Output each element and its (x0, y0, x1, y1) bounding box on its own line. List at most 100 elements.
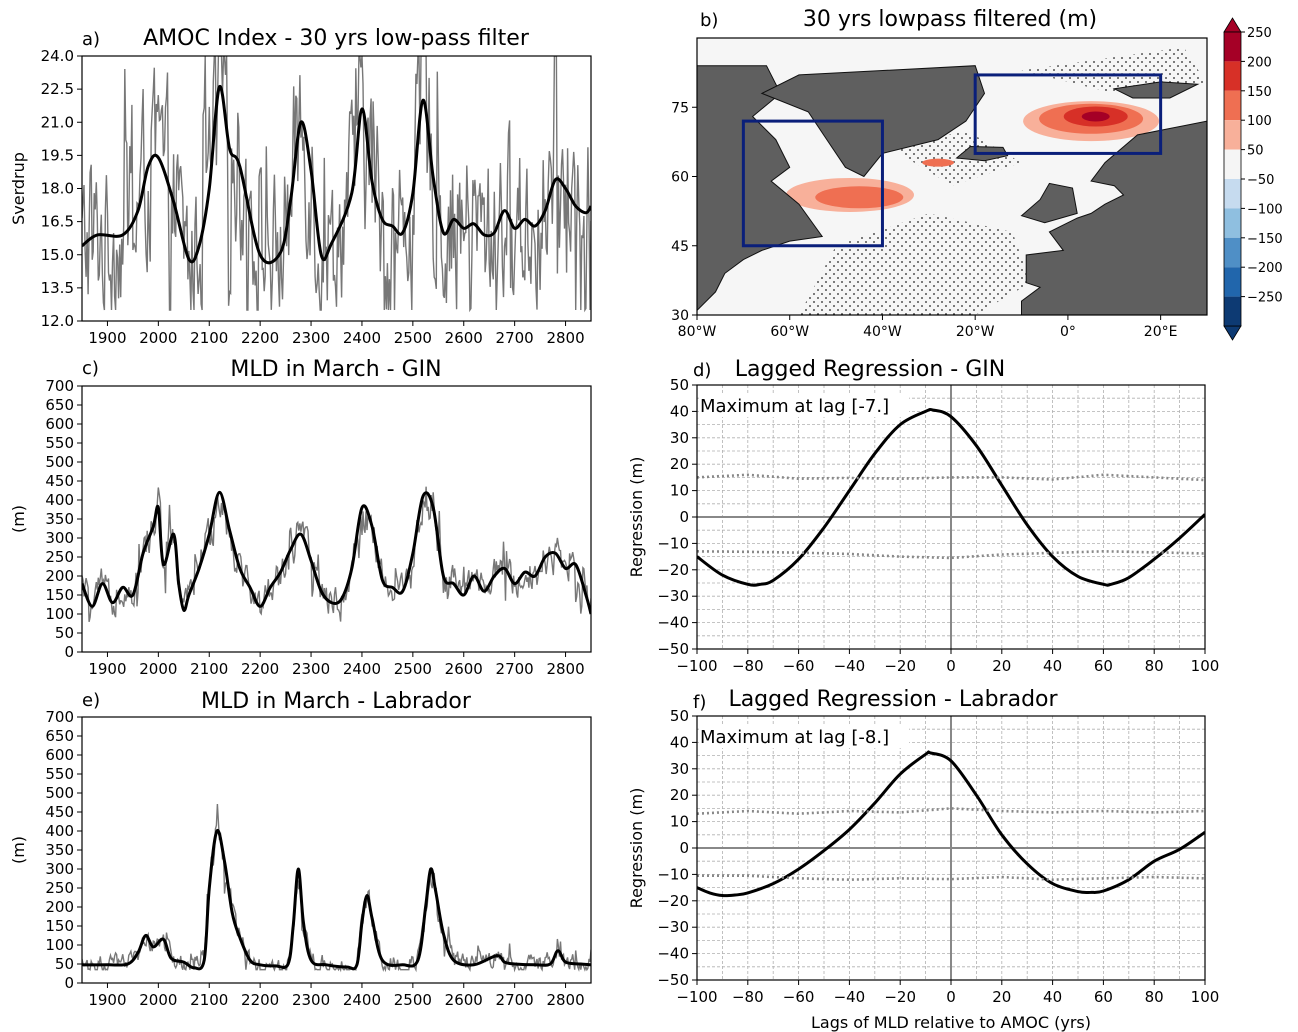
x-tick-label: 2500 (394, 991, 432, 1009)
x-tick-label: −20 (884, 988, 916, 1006)
y-tick-label: 450 (45, 472, 74, 490)
x-tick-label: 2200 (241, 991, 279, 1009)
y-tick-label: 450 (45, 803, 74, 821)
y-tick-label: 50 (670, 376, 689, 394)
y-tick-label: 24.0 (41, 47, 74, 65)
colorbar-swatch (1224, 296, 1241, 326)
x-tick-label: 2100 (190, 329, 228, 347)
y-tick-label: 550 (45, 434, 74, 452)
y-tick-label: 250 (45, 548, 74, 566)
x-tick-label: 2400 (343, 329, 381, 347)
map-content (697, 38, 1207, 315)
x-tick-label: −80 (732, 657, 764, 675)
x-tick-label: −20 (884, 657, 916, 675)
y-tick-label: 10 (670, 813, 689, 831)
y-tick-label: 0 (679, 839, 689, 857)
x-tick-label: 2800 (546, 991, 584, 1009)
y-tick-label: 400 (45, 822, 74, 840)
y-tick-label: 0 (64, 643, 74, 661)
y-tick-label: −20 (657, 892, 689, 910)
colorbar-swatch (1224, 237, 1241, 268)
panel-title: AMOC Index - 30 yrs low-pass filter (143, 26, 530, 51)
y-tick-label: 22.5 (41, 80, 74, 98)
land-british-isles (1020, 182, 1078, 224)
x-tick-label: 2500 (394, 660, 432, 678)
y-tick-label: 500 (45, 453, 74, 471)
map-lat-label: 30 (671, 308, 689, 324)
y-tick-label: 350 (45, 841, 74, 859)
y-tick-label: 300 (45, 529, 74, 547)
y-tick-label: 0 (679, 508, 689, 526)
x-tick-label: 20 (992, 657, 1011, 675)
x-tick-label: 2300 (292, 660, 330, 678)
panel-label: e) (82, 690, 100, 711)
x-tick-label: 2200 (241, 329, 279, 347)
y-tick-label: 700 (45, 708, 74, 726)
y-tick-label: 250 (45, 879, 74, 897)
panel-d: −100 −80 −60 −40 −20 0 20 40 60 80 100−50−40−30−20… (627, 357, 1219, 675)
map-lon-label: 20°W (956, 324, 995, 340)
y-tick-label: −20 (657, 561, 689, 579)
y-axis-label: Regression (m) (627, 457, 646, 578)
annotation-bg (699, 393, 909, 417)
x-tick-label: 0 (946, 988, 956, 1006)
colorbar-swatch (1224, 149, 1241, 179)
anomaly-gin-peak (1081, 111, 1110, 122)
series-group (697, 407, 1205, 587)
y-tick-label: −40 (657, 945, 689, 963)
panel-e: 1900 2000 2100 2200 2300 2400 2500 2600 2700 2800… (9, 689, 592, 1009)
y-tick-label: 15.0 (41, 246, 74, 264)
panel-label: d) (693, 360, 711, 381)
panel-title: MLD in March - Labrador (201, 689, 472, 714)
colorbar-swatch (1224, 267, 1241, 297)
y-tick-label: −10 (657, 534, 689, 552)
map-lon-label: 0° (1060, 324, 1076, 340)
colorbar-label: 100 (1247, 114, 1272, 129)
panel-map: 80°W 60°W 40°W 20°W 0° 20°E 30 45 60 75 30 yrs low… (671, 7, 1283, 341)
colorbar-bottom-arrow (1223, 325, 1242, 341)
y-tick-label: 12.0 (41, 312, 74, 330)
x-tick-label: 2000 (139, 329, 177, 347)
panel-label: f) (693, 692, 706, 713)
panel-title: Lagged Regression - Labrador (728, 687, 1058, 712)
x-tick-label: 2800 (546, 329, 584, 347)
land-north-america (697, 65, 824, 315)
y-tick-label: 600 (45, 746, 74, 764)
y-axis-label: Sverdrup (9, 152, 28, 225)
colorbar-label: −200 (1247, 261, 1283, 276)
x-tick-label: 2400 (343, 991, 381, 1009)
series-group (82, 56, 591, 313)
y-tick-label: 20 (670, 786, 689, 804)
x-tick-label: 40 (1043, 988, 1062, 1006)
colorbar-label: 50 (1247, 144, 1264, 159)
colorbar-swatch (1224, 90, 1241, 121)
x-tick-label: 20 (992, 988, 1011, 1006)
annotation-bg (699, 724, 909, 748)
x-tick-label: 2700 (496, 329, 534, 347)
x-tick-label: 40 (1043, 657, 1062, 675)
colorbar-swatch (1224, 120, 1241, 150)
map-lat-label: 45 (671, 239, 689, 255)
anomaly-labrador-inner (815, 186, 904, 209)
x-tick-label: 2600 (445, 991, 483, 1009)
series-filtered-line (82, 828, 591, 971)
x-tick-label: −100 (676, 988, 717, 1006)
y-tick-label: −50 (657, 640, 689, 658)
y-axis-label: (m) (9, 505, 28, 533)
x-tick-label: 2000 (139, 660, 177, 678)
x-tick-label: 2700 (496, 991, 534, 1009)
map-lon-label: 40°W (863, 324, 902, 340)
y-tick-label: 50 (55, 955, 74, 973)
x-tick-label: −80 (732, 988, 764, 1006)
stipple-south (799, 213, 1031, 315)
panel-title: Lagged Regression - GIN (735, 357, 1005, 382)
map-lon-label: 80°W (678, 324, 717, 340)
x-tick-label: −60 (783, 657, 815, 675)
x-tick-label: 2600 (445, 660, 483, 678)
map-title: 30 yrs lowpass filtered (m) (803, 7, 1097, 32)
map-lon-label: 20°E (1144, 324, 1178, 340)
colorbar-label: −150 (1247, 232, 1283, 247)
x-tick-label: 1900 (88, 329, 126, 347)
annotation-text: Maximum at lag [-8.] (700, 727, 889, 748)
